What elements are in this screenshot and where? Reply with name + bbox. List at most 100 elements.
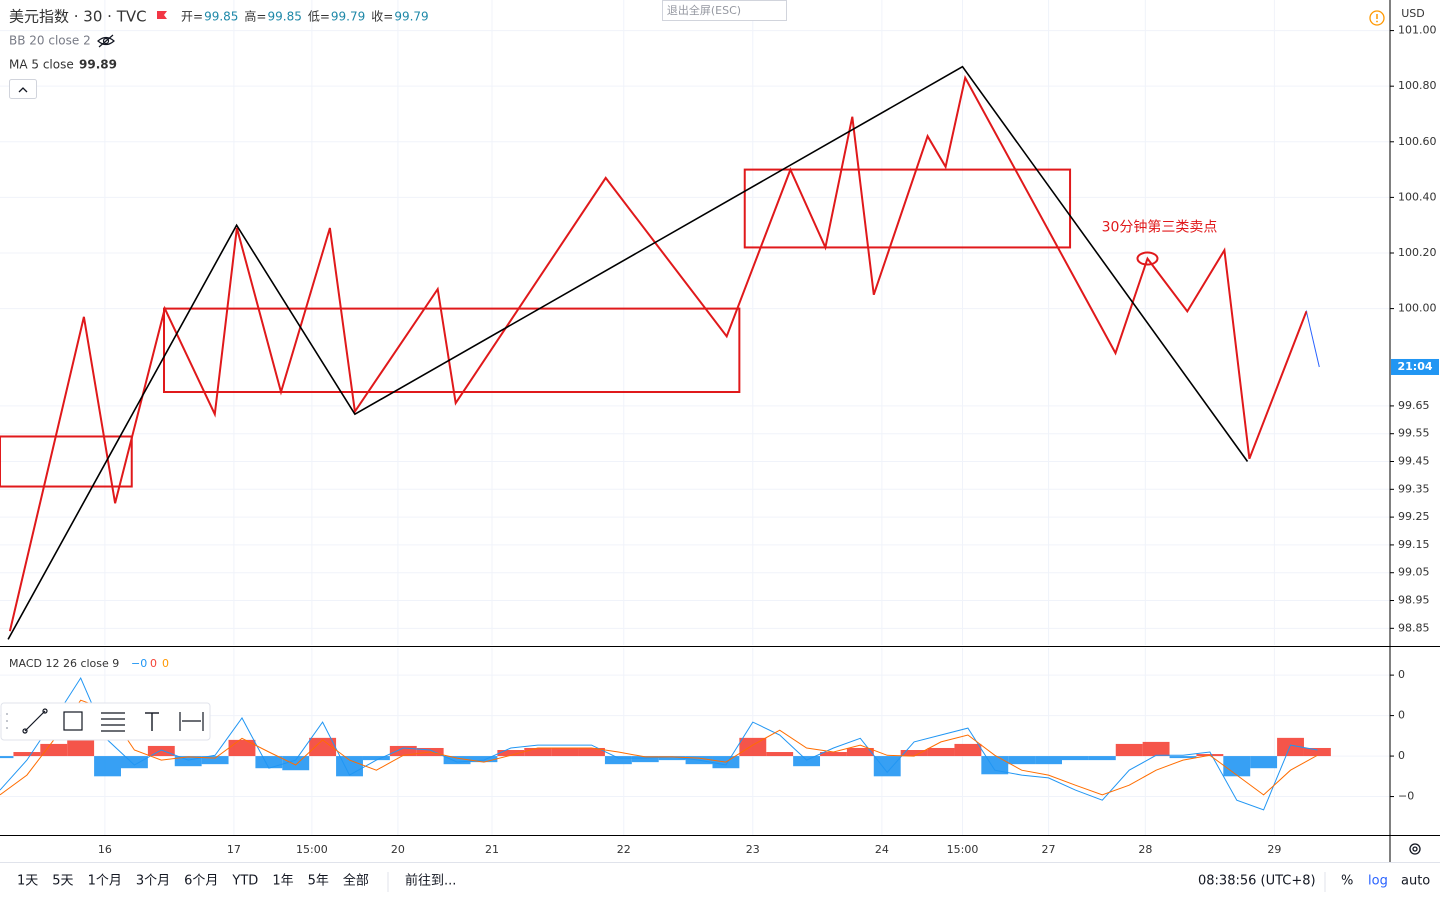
x-tick-label: 24	[875, 843, 889, 856]
bb-legend: BB 20 close 2	[9, 34, 91, 48]
x-tick-label: 15:00	[296, 843, 328, 856]
y-tick-label: 99.65	[1398, 399, 1430, 412]
histogram-bar	[1061, 756, 1089, 761]
collapse-button[interactable]	[9, 79, 37, 99]
ma-legend: MA 5 close	[9, 58, 74, 72]
histogram-bar	[0, 756, 14, 759]
x-tick-label: 29	[1267, 843, 1281, 856]
annotation-marker	[1136, 251, 1159, 266]
histogram-bar	[309, 737, 337, 757]
histogram-bar	[120, 756, 148, 769]
histogram-bar	[94, 756, 121, 777]
histogram-bar	[658, 756, 686, 761]
stroke-line	[8, 74, 1308, 632]
goto-date[interactable]: 前往到...	[405, 873, 456, 889]
histogram-bar	[1008, 756, 1036, 765]
range-button[interactable]: 1天	[17, 874, 38, 889]
x-tick-label: 17	[227, 843, 241, 856]
x-tick-label: 15:00	[947, 843, 979, 856]
y-tick-label: 98.95	[1398, 594, 1430, 607]
histogram-bar	[40, 743, 68, 757]
range-button[interactable]: 5天	[52, 874, 73, 889]
histogram-bar	[389, 745, 417, 757]
histogram-bar	[1142, 741, 1170, 757]
auto-toggle[interactable]: auto	[1401, 874, 1430, 889]
percent-toggle[interactable]: %	[1341, 874, 1353, 889]
currency: USD	[1401, 7, 1425, 20]
y-tick-label: −0	[1398, 790, 1414, 803]
x-tick-label: 22	[617, 843, 631, 856]
macd-line	[0, 699, 1318, 796]
text-tool[interactable]	[145, 712, 159, 731]
settings-icon[interactable]	[1409, 843, 1421, 855]
histogram-bar	[551, 747, 579, 757]
drawing-toolbar	[0, 702, 211, 741]
y-tick-label: 0	[1398, 668, 1405, 681]
histogram-bar	[362, 756, 390, 761]
histogram-bar	[873, 756, 901, 777]
range-button[interactable]: 全部	[343, 873, 369, 889]
histogram-bar	[739, 737, 767, 757]
histogram-bar	[255, 756, 283, 769]
ohlc-label: 收=	[371, 10, 393, 24]
histogram-bar	[147, 745, 175, 757]
pivot-box	[0, 435, 133, 488]
pivot-box	[743, 168, 1072, 249]
histogram-bar	[282, 756, 310, 771]
macd-value: −0	[131, 657, 147, 670]
range-button[interactable]: 3个月	[136, 874, 170, 889]
x-tick-label: 21	[485, 843, 499, 856]
measure-tool[interactable]	[179, 712, 204, 731]
y-tick-label: 100.40	[1398, 190, 1437, 203]
y-tick-label: 0	[1398, 749, 1405, 762]
stroke-line	[7, 65, 1249, 640]
range-button[interactable]: 1个月	[88, 874, 122, 889]
countdown: 21:04	[1397, 360, 1432, 373]
ohlc-label: 高=	[244, 9, 266, 24]
trend-line-tool[interactable]	[22, 708, 48, 734]
clock[interactable]: 08:38:56 (UTC+8)	[1198, 874, 1316, 889]
x-tick-label: 27	[1042, 843, 1056, 856]
histogram-bar	[13, 752, 41, 757]
ohlc: 开= 99.85 高= 99.85 低= 99.79 收= 99.79	[181, 9, 429, 24]
histogram-bar	[578, 747, 605, 757]
histogram-bar	[1303, 747, 1331, 757]
y-tick-label: 100.80	[1398, 79, 1437, 92]
y-tick-label: 98.85	[1398, 621, 1430, 634]
macd-line	[0, 676, 1318, 811]
range-button[interactable]: YTD	[231, 874, 258, 889]
exit-fullscreen-label[interactable]: 退出全屏(ESC)	[667, 3, 741, 17]
histogram-bar	[604, 756, 632, 765]
macd-value: 0	[150, 657, 157, 670]
range-button[interactable]: 5年	[308, 874, 329, 889]
x-tick-label: 20	[391, 843, 405, 856]
visibility-icon[interactable]	[97, 34, 115, 48]
rectangle-tool[interactable]	[63, 711, 83, 731]
histogram-bar	[954, 743, 982, 757]
price-line	[9, 76, 1320, 632]
y-tick-label: 100.20	[1398, 246, 1437, 259]
histogram-bar	[820, 752, 847, 757]
ohlc-value: 99.79	[394, 10, 428, 24]
histogram-bar	[443, 756, 471, 765]
y-tick-label: 100.00	[1398, 302, 1437, 315]
histogram-bar	[631, 756, 659, 763]
fib-tool[interactable]	[101, 712, 125, 732]
ohlc-label: 低=	[308, 10, 330, 24]
y-tick-label: 99.55	[1398, 427, 1430, 440]
histogram-bar	[201, 756, 229, 765]
y-tick-label: 0	[1398, 709, 1405, 722]
y-tick-label: 99.45	[1398, 455, 1430, 468]
y-tick-label: 101.00	[1398, 24, 1437, 37]
range-button[interactable]: 1年	[272, 874, 293, 889]
warning-icon[interactable]	[1369, 10, 1385, 26]
histogram-bar	[67, 739, 95, 757]
range-button[interactable]: 6个月	[184, 874, 218, 889]
exit-fullscreen[interactable]: 退出全屏(ESC)	[662, 0, 787, 21]
x-tick-label: 23	[746, 843, 760, 856]
log-toggle[interactable]: log	[1368, 874, 1388, 889]
ohlc-value: 99.85	[204, 10, 238, 24]
bottom-toolbar: 前往到... 08:38:56 (UTC+8) % log auto 1天 5天 1…	[17, 872, 1430, 892]
histogram-bar	[497, 750, 525, 757]
